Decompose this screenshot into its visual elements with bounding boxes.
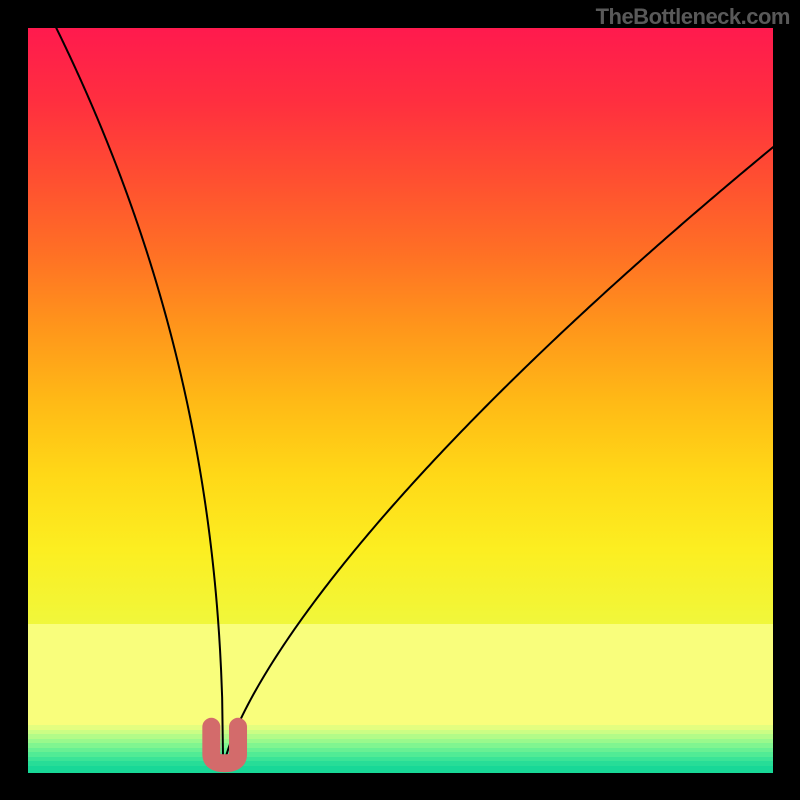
watermark-text: TheBottleneck.com — [596, 4, 790, 30]
optimum-marker — [211, 727, 238, 764]
chart-root: TheBottleneck.com — [0, 0, 800, 800]
curve-overlay — [0, 0, 800, 800]
curve-left-branch — [56, 28, 223, 769]
curve-right-branch — [223, 147, 773, 769]
